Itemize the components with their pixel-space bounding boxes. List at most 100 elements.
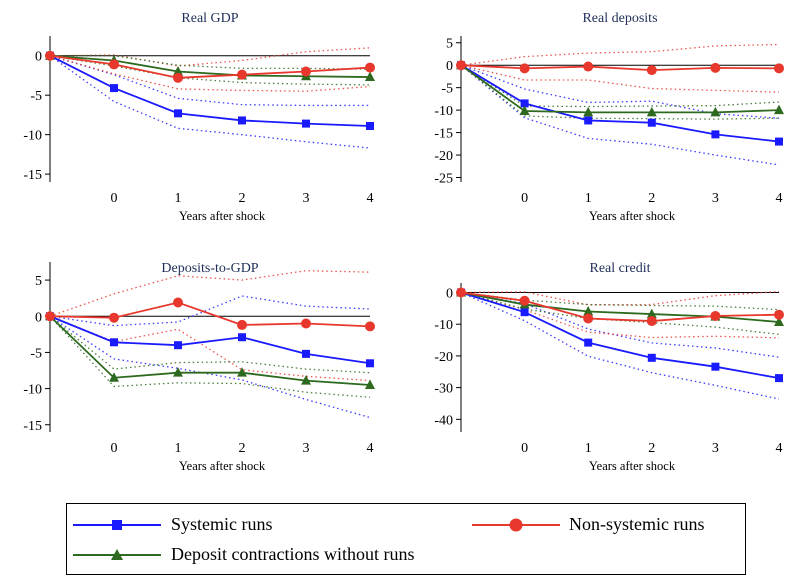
y-tick-label: -5 bbox=[30, 346, 42, 361]
x-axis-label: Years after shock bbox=[179, 459, 266, 473]
systemic-point bbox=[520, 99, 529, 108]
y-tick-label: -15 bbox=[23, 168, 42, 183]
contraction-point bbox=[173, 66, 183, 76]
systemic-point bbox=[110, 338, 118, 347]
non-systemic-line bbox=[49, 301, 371, 328]
contraction-ci-low-band bbox=[49, 315, 371, 398]
y-tick-label: 0 bbox=[446, 287, 453, 302]
legend-markers bbox=[73, 518, 560, 560]
contraction-point bbox=[774, 104, 784, 115]
contraction-line bbox=[460, 291, 780, 323]
non-systemic-point bbox=[456, 60, 466, 71]
contraction-point bbox=[173, 367, 183, 377]
non-systemic-point bbox=[583, 313, 594, 324]
x-axis-label: Years after shock bbox=[589, 209, 676, 223]
x-tick-label: 1 bbox=[585, 441, 592, 456]
non-systemic-point bbox=[301, 318, 311, 329]
non-systemic-point bbox=[646, 65, 657, 76]
panel-title: Real deposits bbox=[582, 11, 657, 26]
y-tick-label: -20 bbox=[434, 149, 453, 164]
y-tick-label: -10 bbox=[23, 383, 42, 398]
systemic-point bbox=[775, 374, 783, 383]
panel-title: Real GDP bbox=[181, 11, 238, 26]
non-systemic-point bbox=[519, 295, 530, 306]
systemic-point bbox=[647, 118, 656, 127]
systemic-point bbox=[711, 362, 720, 371]
systemic-line bbox=[460, 64, 780, 143]
non-systemic-point bbox=[646, 316, 657, 327]
x-tick-label: 2 bbox=[239, 191, 246, 206]
legend-label-contraction: Deposit contractions without runs bbox=[171, 544, 415, 564]
panel-4: Real credit 0 -10 -20 -30 -40 0 1 2 3 4 Years after… bbox=[434, 261, 784, 473]
systemic-line bbox=[49, 315, 371, 365]
panel-title: Real credit bbox=[589, 261, 650, 276]
systemic-ci-low-band bbox=[460, 291, 780, 400]
non-systemic-point bbox=[456, 287, 466, 298]
x-tick-label: 0 bbox=[521, 191, 528, 206]
non-systemic-point bbox=[710, 62, 721, 73]
non_systemic-ci-low-band bbox=[49, 55, 371, 92]
panel-title: Deposits-to-GDP bbox=[161, 261, 258, 276]
systemic-line bbox=[49, 54, 371, 127]
non-systemic-point bbox=[173, 297, 183, 308]
non-systemic-point bbox=[365, 62, 375, 73]
contraction-point bbox=[237, 367, 247, 377]
impulse-response-panels: Real GDP 0 -5 -10 -15 0 1 2 3 4 Years after shock R… bbox=[23, 11, 784, 473]
x-axis-label: Years after shock bbox=[179, 209, 266, 223]
systemic-line bbox=[460, 291, 780, 379]
x-tick-label: 3 bbox=[303, 441, 310, 456]
legend: Systemic runs Non-systemic runs Deposit … bbox=[66, 503, 746, 575]
non-systemic-point bbox=[109, 59, 119, 70]
y-tick-label: 0 bbox=[35, 310, 42, 325]
non_systemic-ci-low-band bbox=[460, 64, 780, 93]
systemic-point bbox=[711, 130, 720, 139]
systemic-point bbox=[174, 109, 182, 118]
non-systemic-point bbox=[237, 319, 247, 330]
y-tick-label: -25 bbox=[434, 172, 453, 187]
y-tick-label: -10 bbox=[434, 104, 453, 119]
systemic-ci-high-band bbox=[49, 55, 370, 107]
y-tick-label: 5 bbox=[446, 37, 453, 52]
systemic-point bbox=[302, 119, 310, 128]
non_systemic-ci-high-band bbox=[460, 290, 780, 306]
systemic-point bbox=[584, 338, 593, 347]
contraction-ci-low-band bbox=[460, 64, 780, 120]
contraction-ci-low-band bbox=[49, 55, 371, 86]
legend-contraction-marker bbox=[111, 549, 123, 560]
contraction-point bbox=[583, 306, 594, 316]
non-systemic-point bbox=[45, 50, 55, 61]
contraction-line bbox=[49, 315, 371, 386]
systemic-ci-low-band bbox=[49, 55, 371, 149]
contraction-point bbox=[646, 106, 657, 117]
legend-systemic-marker bbox=[112, 520, 122, 530]
contraction-point bbox=[109, 372, 119, 382]
systemic-point bbox=[366, 359, 374, 368]
x-tick-label: 2 bbox=[648, 441, 655, 456]
y-tick-label: -20 bbox=[434, 350, 453, 365]
y-tick-label: -15 bbox=[23, 419, 42, 434]
legend-non-systemic-marker bbox=[509, 518, 523, 532]
contraction-point bbox=[646, 308, 657, 319]
contraction-line bbox=[49, 54, 371, 78]
non-systemic-point bbox=[774, 63, 784, 74]
non_systemic-ci-high-band bbox=[49, 47, 371, 67]
contraction-point bbox=[774, 316, 784, 326]
x-tick-label: 3 bbox=[303, 191, 310, 206]
systemic-point bbox=[584, 116, 593, 125]
contraction-ci-high-band bbox=[460, 291, 780, 311]
x-tick-label: 2 bbox=[239, 441, 246, 456]
non-systemic-point bbox=[365, 321, 375, 332]
legend-label-non-systemic: Non-systemic runs bbox=[569, 514, 705, 534]
contraction-ci-low-band bbox=[460, 291, 780, 336]
y-tick-label: -5 bbox=[441, 82, 453, 97]
x-tick-label: 3 bbox=[712, 191, 719, 206]
systemic-ci-low-band bbox=[460, 64, 780, 166]
x-tick-label: 0 bbox=[521, 441, 528, 456]
non-systemic-point bbox=[237, 69, 247, 80]
x-tick-label: 4 bbox=[367, 441, 374, 456]
non-systemic-point bbox=[710, 310, 721, 321]
x-tick-label: 3 bbox=[712, 441, 719, 456]
x-tick-label: 1 bbox=[175, 441, 182, 456]
y-tick-label: 0 bbox=[446, 59, 453, 74]
